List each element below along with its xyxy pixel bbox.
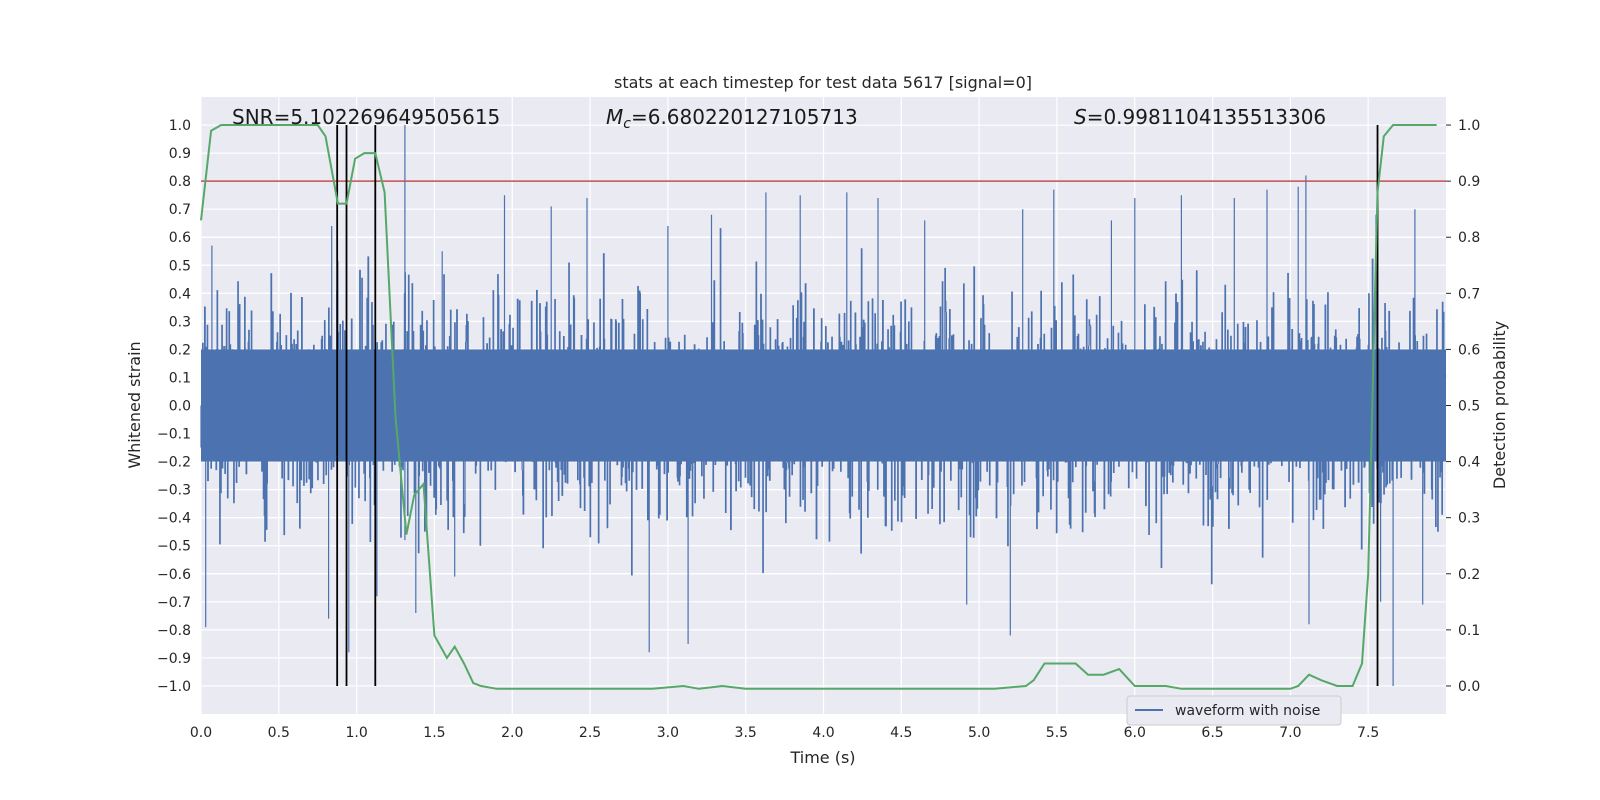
y-tick-label: −0.7 bbox=[157, 595, 191, 611]
y2-tick-label: 0.6 bbox=[1458, 342, 1480, 358]
y-tick-label: 0.7 bbox=[169, 202, 191, 218]
y-tick-label: −0.6 bbox=[157, 567, 191, 583]
s-annotation: S=0.9981104135513306 bbox=[1074, 105, 1326, 129]
mc-value: =6.680220127105713 bbox=[631, 105, 858, 129]
x-tick-label: 7.5 bbox=[1357, 725, 1379, 741]
x-tick-label: 5.0 bbox=[968, 725, 990, 741]
y2-tick-label: 1.0 bbox=[1458, 118, 1480, 134]
y2-tick-label: 0.2 bbox=[1458, 567, 1480, 583]
y-tick-label: 0.2 bbox=[169, 342, 191, 358]
probability-series bbox=[200, 124, 1437, 690]
y-tick-label: 0.4 bbox=[169, 286, 191, 302]
y-tick-label: −0.4 bbox=[157, 511, 191, 527]
x-tick-label: 2.0 bbox=[501, 725, 523, 741]
y-tick-label: 0.6 bbox=[169, 230, 191, 246]
mc-subscript: c bbox=[623, 116, 631, 132]
x-tick-label: 1.0 bbox=[345, 725, 367, 741]
snr-prefix: SNR bbox=[232, 105, 274, 129]
x-tick-label: 1.5 bbox=[423, 725, 445, 741]
mc-annotation: Mc=6.680220127105713 bbox=[606, 105, 858, 132]
snr-annotation: SNR=5.102269649505615 bbox=[232, 105, 500, 129]
y-tick-label: 1.0 bbox=[169, 118, 191, 134]
x-tick-label: 6.0 bbox=[1124, 725, 1146, 741]
y2-tick-label: 0.4 bbox=[1458, 455, 1480, 471]
waveform-series bbox=[200, 125, 1447, 686]
x-tick-label: 6.5 bbox=[1201, 725, 1223, 741]
x-tick-label: 0.5 bbox=[268, 725, 290, 741]
x-tick-label: 7.0 bbox=[1279, 725, 1301, 741]
y-axis-label: Whitened strain bbox=[125, 341, 144, 468]
x-tick-label: 0.0 bbox=[190, 725, 212, 741]
y-tick-label: 0.5 bbox=[169, 258, 191, 274]
y-tick-label: 0.0 bbox=[169, 399, 191, 415]
x-ticks: 0.0 0.5 1.0 1.5 2.0 2.5 3.0 3.5 4.0 4.5 5.0 5.5 6.0 6… bbox=[190, 725, 1379, 741]
x-axis-label: Time (s) bbox=[789, 748, 855, 767]
y-tick-label: −0.1 bbox=[157, 427, 191, 443]
y2-tick-label: 0.8 bbox=[1458, 230, 1480, 246]
y-tick-label: −1.0 bbox=[157, 679, 191, 695]
y-tick-label: 0.1 bbox=[169, 370, 191, 386]
x-tick-label: 5.5 bbox=[1046, 725, 1068, 741]
s-value: =0.9981104135513306 bbox=[1087, 105, 1326, 129]
x-tick-label: 4.0 bbox=[812, 725, 834, 741]
y2-tick-label: 0.9 bbox=[1458, 174, 1480, 190]
legend-box bbox=[1126, 695, 1342, 726]
y-tick-label: −0.3 bbox=[157, 483, 191, 499]
x-tick-label: 4.5 bbox=[890, 725, 912, 741]
y2-tick-label: 0.0 bbox=[1458, 679, 1480, 695]
y2-axis-label: Detection probability bbox=[1490, 321, 1509, 489]
x-tick-label: 3.5 bbox=[735, 725, 757, 741]
snr-value: =5.102269649505615 bbox=[274, 105, 501, 129]
y-tick-label: 0.8 bbox=[169, 174, 191, 190]
mc-symbol: M bbox=[606, 105, 623, 129]
y-tick-label: 0.9 bbox=[169, 146, 191, 162]
probability-line bbox=[200, 124, 1437, 690]
legend-label: waveform with noise bbox=[1175, 703, 1320, 719]
s-symbol: S bbox=[1074, 105, 1087, 129]
y-tick-label: −0.5 bbox=[157, 539, 191, 555]
y-tick-label: −0.9 bbox=[157, 651, 191, 667]
x-tick-label: 2.5 bbox=[579, 725, 601, 741]
y2-tick-label: 0.1 bbox=[1458, 623, 1480, 639]
y2-tick-label: 0.3 bbox=[1458, 511, 1480, 527]
x-tick-label: 3.0 bbox=[657, 725, 679, 741]
legend: waveform with noise bbox=[1126, 695, 1342, 726]
y2-tick-label: 0.5 bbox=[1458, 399, 1480, 415]
waveform-line bbox=[200, 125, 1447, 686]
y-tick-label: 0.3 bbox=[169, 314, 191, 330]
y2-tick-label: 0.7 bbox=[1458, 286, 1480, 302]
y-tick-label: −0.8 bbox=[157, 623, 191, 639]
y2-ticks: 0.0 0.1 0.2 0.3 0.4 0.5 0.6 0.7 0.8 0.9 1.0 bbox=[1446, 118, 1480, 695]
y-tick-label: −0.2 bbox=[157, 455, 191, 471]
y-ticks: −1.0 −0.9 −0.8 −0.7 −0.6 −0.5 −0.4 −0.3 −0.2 −0.1… bbox=[157, 118, 191, 695]
chart-title: stats at each timestep for test data 561… bbox=[614, 73, 1032, 92]
